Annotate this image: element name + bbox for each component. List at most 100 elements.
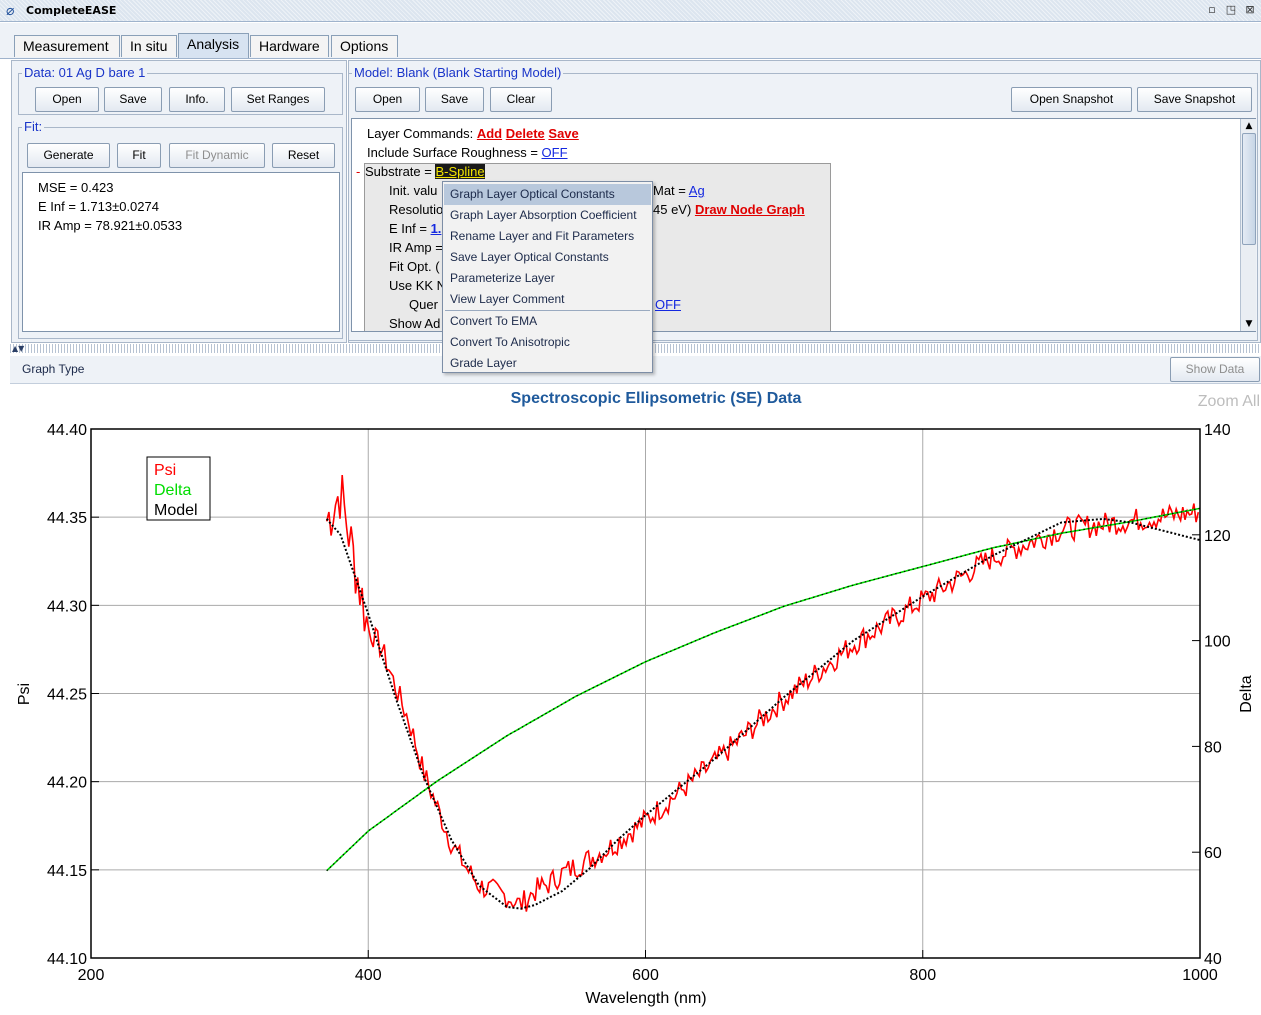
mat-row: Mat = Ag bbox=[653, 181, 705, 200]
menu-convert-anisotropic[interactable]: Convert To Anisotropic bbox=[450, 335, 570, 349]
delete-layer-link[interactable]: Delete bbox=[505, 126, 545, 141]
se-data-chart[interactable]: Spectroscopic Ellipsometric (SE) Data Zo… bbox=[10, 385, 1261, 1015]
quer-toggle[interactable]: OFF bbox=[655, 295, 681, 314]
open-snapshot-button[interactable]: Open Snapshot bbox=[1011, 87, 1132, 112]
substrate-bspline-link[interactable]: B-Spline bbox=[435, 164, 485, 179]
expand-marker-icon[interactable]: - bbox=[356, 164, 361, 179]
menu-graph-absorption[interactable]: Graph Layer Absorption Coefficient bbox=[450, 208, 637, 222]
y2-tick-label: 120 bbox=[1204, 528, 1231, 545]
iramp-label: IR Amp = bbox=[389, 240, 443, 255]
quer-value[interactable]: OFF bbox=[655, 297, 681, 312]
data-panel bbox=[18, 73, 343, 115]
fit-button[interactable]: Fit bbox=[117, 143, 161, 168]
save-layer-link[interactable]: Save bbox=[548, 126, 579, 141]
fit-panel-title: Fit: bbox=[22, 119, 45, 134]
set-ranges-button[interactable]: Set Ranges bbox=[231, 87, 325, 112]
y2-tick-label: 140 bbox=[1204, 422, 1231, 439]
y-tick-label: 44.30 bbox=[47, 598, 87, 615]
model-open-button[interactable]: Open bbox=[355, 87, 420, 112]
menu-grade-layer[interactable]: Grade Layer bbox=[450, 356, 517, 370]
generate-button[interactable]: Generate bbox=[27, 143, 110, 168]
x-tick-label: 200 bbox=[78, 967, 105, 984]
graph-type-label[interactable]: Graph Type bbox=[22, 362, 85, 376]
scroll-down-icon[interactable]: ▼ bbox=[1245, 319, 1253, 329]
einf-link[interactable]: 1. bbox=[430, 221, 442, 236]
scroll-thumb[interactable] bbox=[1242, 133, 1256, 245]
model-panel-frame bbox=[348, 73, 1258, 341]
resolution-label: Resolutio bbox=[389, 202, 444, 217]
y-axis-label: Psi bbox=[16, 683, 33, 705]
resolution-row: 45 eV) Draw Node Graph bbox=[653, 200, 805, 219]
scroll-up-icon[interactable]: ▲ bbox=[1245, 121, 1253, 131]
tab-in-situ[interactable]: In situ bbox=[121, 35, 177, 57]
title-bar: ⌀ CompleteEASE ▫ ◳ ⊠ bbox=[0, 0, 1261, 22]
y-tick-label: 44.10 bbox=[47, 951, 87, 968]
close-icon[interactable]: ⊠ bbox=[1245, 3, 1255, 16]
x-tick-label: 800 bbox=[909, 967, 936, 984]
tab-options[interactable]: Options bbox=[331, 35, 398, 57]
substrate-label: Substrate = bbox=[365, 164, 436, 179]
y-tick-label: 44.20 bbox=[47, 775, 87, 792]
init-values-label: Init. valu bbox=[389, 183, 438, 198]
tab-analysis[interactable]: Analysis bbox=[178, 33, 249, 58]
y2-tick-label: 80 bbox=[1204, 739, 1222, 756]
tab-hardware[interactable]: Hardware bbox=[250, 35, 329, 57]
menu-parameterize-layer[interactable]: Parameterize Layer bbox=[450, 271, 555, 285]
fit-panel bbox=[18, 127, 343, 339]
data-open-button[interactable]: Open bbox=[35, 87, 99, 112]
roughness-toggle[interactable]: OFF bbox=[541, 145, 568, 160]
save-snapshot-button[interactable]: Save Snapshot bbox=[1137, 87, 1252, 112]
layer-context-menu: Graph Layer Optical Constants Graph Laye… bbox=[442, 181, 653, 373]
chart-series bbox=[325, 475, 1201, 912]
substrate-row: Substrate = B-Spline bbox=[365, 162, 485, 181]
x-axis-label: Wavelength (nm) bbox=[585, 990, 706, 1007]
legend-entry-delta: Delta bbox=[154, 482, 191, 499]
y-tick-label: 44.25 bbox=[47, 687, 87, 704]
x-tick-label: 600 bbox=[632, 967, 659, 984]
resolution-tail: 45 eV) bbox=[653, 202, 692, 217]
y2-axis-label: Delta bbox=[1238, 675, 1255, 712]
chart-background bbox=[10, 385, 1261, 1015]
zoom-all-button[interactable]: Zoom All bbox=[1198, 393, 1260, 410]
model-scrollbar[interactable]: ▲ ▼ bbox=[1240, 119, 1256, 331]
draw-node-graph-link[interactable]: Draw Node Graph bbox=[694, 202, 805, 217]
menu-save-optical-constants[interactable]: Save Layer Optical Constants bbox=[450, 250, 609, 264]
iramp-value: IR Amp = 78.921±0.0533 bbox=[38, 218, 183, 233]
mat-ag-link[interactable]: Ag bbox=[688, 183, 705, 198]
model-clear-button[interactable]: Clear bbox=[490, 87, 552, 112]
menu-convert-ema[interactable]: Convert To EMA bbox=[450, 314, 538, 328]
fit-results-box: MSE = 0.423 E Inf = 1.713±0.0274 IR Amp … bbox=[22, 172, 340, 332]
fit-dynamic-button[interactable]: Fit Dynamic bbox=[169, 143, 265, 168]
menu-separator bbox=[445, 310, 650, 311]
layer-commands-label: Layer Commands: bbox=[367, 126, 474, 141]
quer-label: Quer bbox=[409, 297, 438, 312]
maximize-icon[interactable]: ◳ bbox=[1225, 3, 1237, 16]
chart-ticks: 200 400 600 800 1000 44.10 44.15 44.20 44.25 44.3… bbox=[47, 422, 1231, 984]
legend-entry-psi: Psi bbox=[154, 462, 176, 479]
use-kk-label: Use KK N bbox=[389, 278, 447, 293]
y-tick-label: 44.40 bbox=[47, 422, 87, 439]
app-logo-icon: ⌀ bbox=[6, 3, 15, 19]
roughness-row: Include Surface Roughness = OFF bbox=[367, 143, 568, 162]
menu-rename-layer[interactable]: Rename Layer and Fit Parameters bbox=[450, 229, 635, 243]
legend-entry-model: Model bbox=[154, 502, 198, 519]
legend-box bbox=[146, 456, 211, 521]
x-tick-label: 400 bbox=[355, 967, 382, 984]
model-save-button[interactable]: Save bbox=[425, 87, 484, 112]
minimize-icon[interactable]: ▫ bbox=[1208, 3, 1216, 16]
splitter-arrows-icon[interactable]: ▲▼ bbox=[12, 344, 25, 353]
roughness-label: Include Surface Roughness = bbox=[367, 145, 542, 160]
mat-label: Mat = bbox=[653, 183, 689, 198]
data-info-button[interactable]: Info. bbox=[169, 87, 225, 112]
menu-graph-optical-constants[interactable]: Graph Layer Optical Constants bbox=[444, 184, 651, 205]
menu-view-layer-comment[interactable]: View Layer Comment bbox=[450, 292, 565, 306]
mse-value: MSE = 0.423 bbox=[38, 180, 114, 195]
data-save-button[interactable]: Save bbox=[104, 87, 162, 112]
add-layer-link[interactable]: Add bbox=[476, 126, 503, 141]
einf-row: E Inf = 1. bbox=[389, 219, 441, 238]
tab-measurement[interactable]: Measurement bbox=[14, 35, 120, 57]
show-data-button[interactable]: Show Data bbox=[1170, 357, 1260, 382]
y-tick-label: 44.15 bbox=[47, 863, 87, 880]
reset-button[interactable]: Reset bbox=[272, 143, 335, 168]
fit-options-label: Fit Opt. ( bbox=[389, 259, 440, 274]
